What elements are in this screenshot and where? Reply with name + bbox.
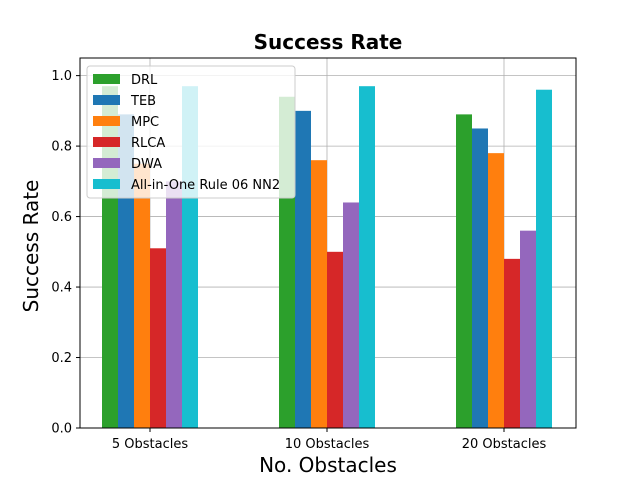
bar-all-in-one-rule-06-nn2-2 bbox=[536, 89, 552, 428]
legend-label: All-in-One Rule 06 NN2 bbox=[131, 178, 280, 193]
legend-swatch bbox=[93, 116, 120, 126]
plot-area: 0.0 0.2 0.4 0.6 0.8 1.0 5 Obstacles 10 Obstacle… bbox=[51, 57, 577, 452]
y-tick-label: 0.2 bbox=[51, 351, 72, 366]
legend-label: DRL bbox=[131, 73, 158, 88]
y-axis-label: Success Rate bbox=[19, 180, 43, 313]
bar-rlca-0 bbox=[150, 248, 166, 428]
x-axis-label: No. Obstacles bbox=[259, 453, 397, 477]
legend-box bbox=[86, 65, 296, 199]
y-tick-label: 0.0 bbox=[51, 422, 72, 437]
y-tick-label: 0.6 bbox=[51, 210, 72, 225]
x-tick-label: 5 Obstacles bbox=[112, 437, 188, 452]
legend-swatch bbox=[93, 158, 120, 168]
legend-swatch bbox=[93, 95, 120, 105]
bar-drl-2 bbox=[456, 114, 472, 428]
bar-mpc-0 bbox=[134, 163, 150, 428]
legend-label: DWA bbox=[131, 157, 162, 172]
y-tick-label: 0.4 bbox=[51, 281, 72, 296]
chart-title: Success Rate bbox=[254, 30, 403, 54]
bar-dwa-1 bbox=[343, 202, 359, 428]
legend-swatch bbox=[93, 179, 120, 189]
bar-teb-2 bbox=[472, 128, 488, 428]
x-tick-label: 10 Obstacles bbox=[285, 437, 370, 452]
legend-swatch bbox=[93, 137, 120, 147]
bar-rlca-2 bbox=[504, 258, 520, 428]
legend-label: MPC bbox=[131, 115, 159, 130]
y-tick-label: 0.8 bbox=[51, 140, 72, 155]
legend-label: RLCA bbox=[131, 136, 165, 151]
bar-dwa-0 bbox=[166, 181, 182, 428]
bar-dwa-2 bbox=[520, 230, 536, 428]
bar-mpc-2 bbox=[488, 153, 504, 428]
axes-frame bbox=[79, 57, 577, 429]
y-tick-label: 1.0 bbox=[51, 69, 72, 84]
legend: DRL TEB MPC RLCA DWA All-in-One Rule 06 NN2 bbox=[86, 65, 296, 199]
bar-all-in-one-rule-06-nn2-1 bbox=[359, 86, 375, 428]
legend-label: TEB bbox=[130, 94, 156, 109]
bar-mpc-1 bbox=[311, 160, 327, 428]
legend-swatch bbox=[93, 74, 120, 84]
bar-rlca-1 bbox=[327, 251, 343, 428]
bar-teb-1 bbox=[295, 110, 311, 428]
x-tick-label: 20 Obstacles bbox=[462, 437, 547, 452]
